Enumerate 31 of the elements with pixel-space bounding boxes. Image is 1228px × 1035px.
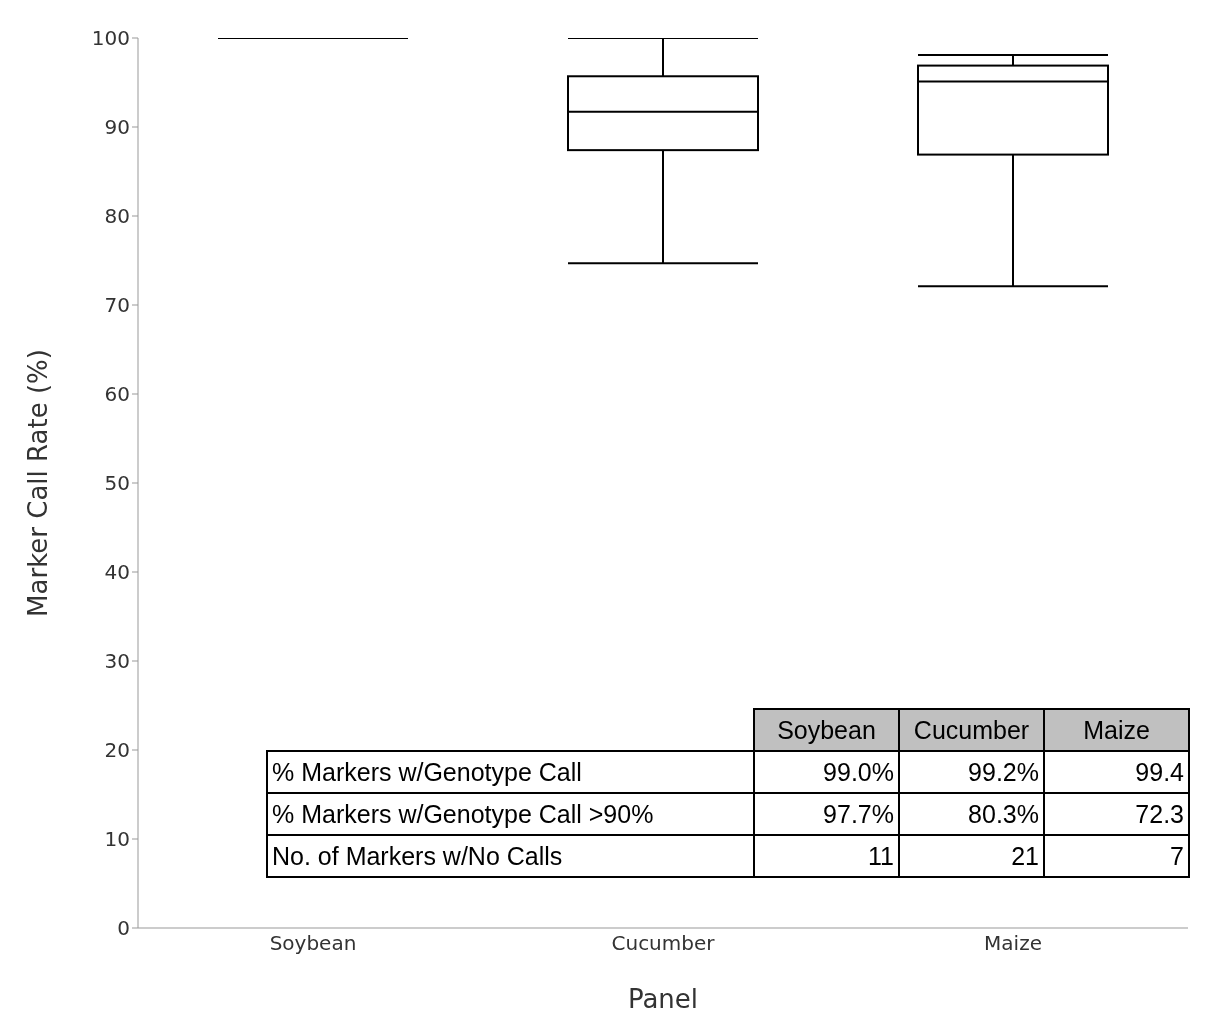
annotation: Soybean <box>754 709 899 751</box>
annotation: No. of Markers w/No Calls <box>267 835 754 877</box>
annotation: % Markers w/Genotype Call >90% <box>267 793 754 835</box>
x-axis-title: Panel <box>627 984 699 1014</box>
annotation: 80.3% <box>899 793 1044 835</box>
y-axis-title: Marker Call Rate (%) <box>23 349 54 617</box>
annotation: 7 <box>1044 835 1189 877</box>
x-tick-label: Soybean <box>269 931 357 956</box>
y-tick-label: 60 <box>104 382 130 407</box>
annotation: 21 <box>899 835 1044 877</box>
x-tick-label: Cucumber <box>611 931 716 956</box>
annotation: % Markers w/Genotype Call <box>267 751 754 793</box>
y-tick-label: 100 <box>91 26 130 51</box>
y-tick-label: 70 <box>104 293 130 318</box>
annotation: Cucumber <box>899 709 1044 751</box>
y-tick-label: 20 <box>104 738 130 763</box>
annotation: 99.4 <box>1044 751 1189 793</box>
annotation: 99.0% <box>754 751 899 793</box>
annotation: 72.3 <box>1044 793 1189 835</box>
y-tick-label: 10 <box>104 827 130 852</box>
annotation: 99.2% <box>899 751 1044 793</box>
x-tick-label: Maize <box>984 931 1042 956</box>
annotation: 11 <box>754 835 899 877</box>
y-tick-label: 80 <box>104 204 130 229</box>
annotation: 97.7% <box>754 793 899 835</box>
y-tick-label: 40 <box>104 560 130 585</box>
y-tick-label: 30 <box>104 649 130 674</box>
y-tick-label: 50 <box>104 471 130 496</box>
y-tick-label: 0 <box>117 916 130 941</box>
annotation: Maize <box>1044 709 1189 751</box>
y-tick-label: 90 <box>104 115 130 140</box>
